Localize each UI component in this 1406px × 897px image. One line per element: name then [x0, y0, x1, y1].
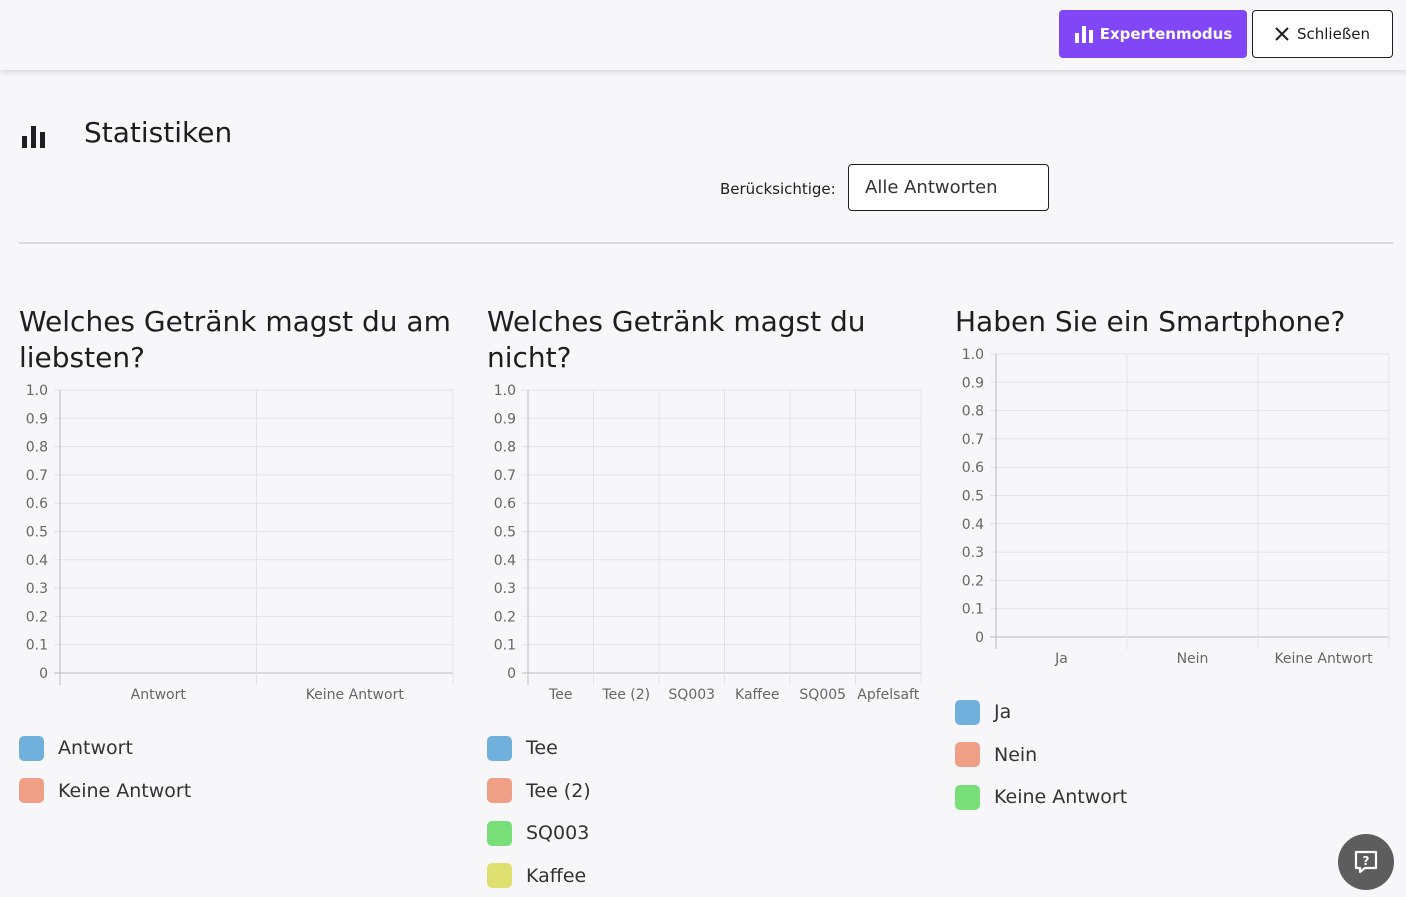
close-label: Schließen: [1297, 25, 1370, 43]
y-tick-label: 0.6: [962, 460, 984, 476]
help-icon: ?: [1353, 849, 1379, 875]
y-tick-label: 0.1: [962, 602, 984, 618]
top-bar: Expertenmodus Schließen: [0, 0, 1406, 70]
x-tick-label: Ja: [1054, 651, 1068, 667]
y-tick-label: 0.4: [962, 517, 984, 533]
bar-chart-icon: [1074, 24, 1094, 44]
x-tick-label: Nein: [1177, 651, 1209, 667]
legend-label: Keine Antwort: [994, 786, 1127, 808]
legend-swatch: [955, 785, 980, 810]
y-tick-label: 0.9: [962, 375, 984, 391]
y-tick-label: 0.3: [962, 545, 984, 561]
y-tick-label: 0.8: [962, 404, 984, 420]
expert-mode-label: Expertenmodus: [1100, 25, 1233, 43]
legend-label: Ja: [994, 701, 1011, 723]
legend-item[interactable]: Keine Antwort: [955, 776, 1127, 819]
legend-item[interactable]: Ja: [955, 691, 1127, 734]
y-tick-label: 0.5: [962, 489, 984, 505]
legend-3: Ja Nein Keine Antwort: [955, 691, 1127, 819]
help-button[interactable]: ?: [1338, 834, 1394, 890]
close-icon: [1275, 27, 1289, 41]
legend-item[interactable]: Nein: [955, 734, 1127, 777]
legend-swatch: [955, 742, 980, 767]
y-tick-label: 0: [975, 630, 984, 646]
close-button[interactable]: Schließen: [1252, 10, 1393, 58]
y-tick-label: 0.7: [962, 432, 984, 448]
legend-label: Nein: [994, 744, 1037, 766]
y-tick-label: 1.0: [962, 347, 984, 363]
expert-mode-button[interactable]: Expertenmodus: [1059, 10, 1247, 58]
x-tick-label: Keine Antwort: [1274, 651, 1373, 667]
y-tick-label: 0.2: [962, 573, 984, 589]
legend-swatch: [955, 700, 980, 725]
svg-text:?: ?: [1363, 854, 1370, 868]
